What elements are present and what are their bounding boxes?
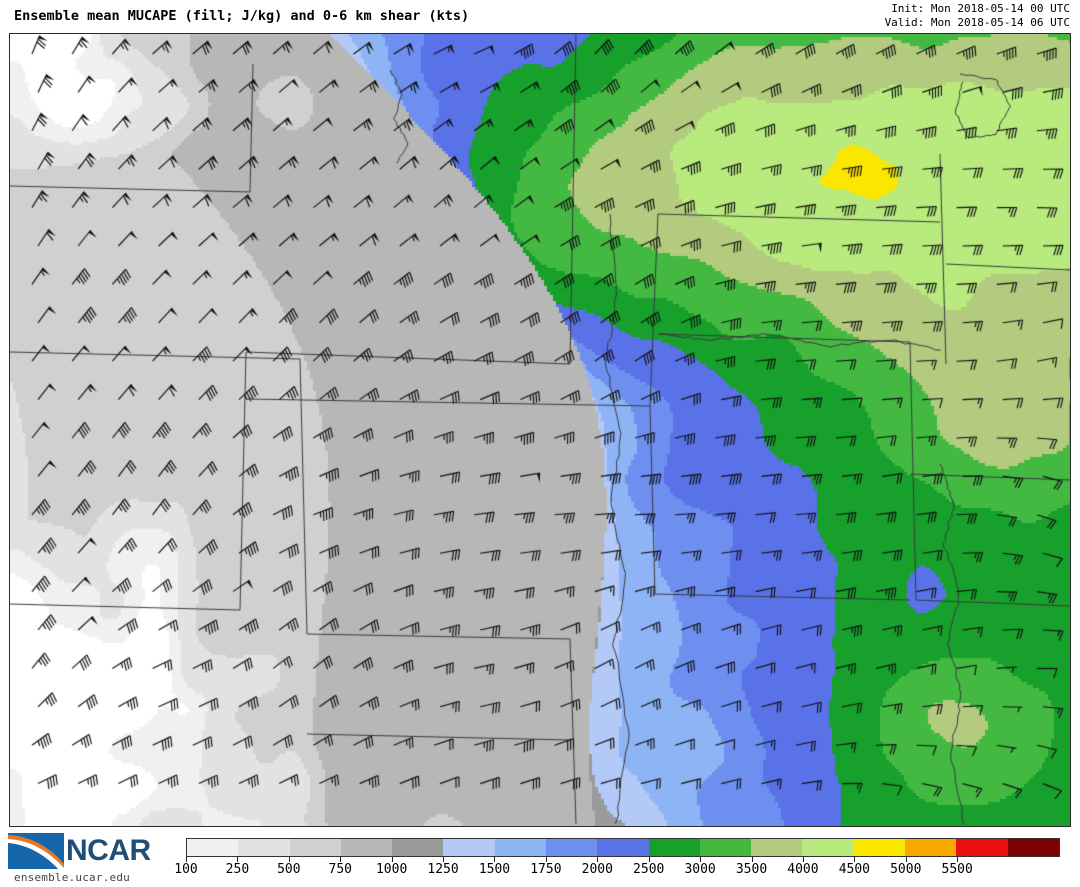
ncar-logo: NCAR ensemble.ucar.edu (8, 833, 168, 885)
colorbar-segment (853, 839, 905, 856)
colorbar-tick-label: 750 (328, 862, 352, 877)
colorbar-segment (545, 839, 598, 856)
footer-bar: NCAR ensemble.ucar.edu 100 250 500 750 1000 1… (0, 830, 1080, 887)
colorbar-segment (956, 839, 1008, 856)
colorbar-segment (443, 839, 495, 856)
colorbar-segment (751, 839, 803, 856)
colorbar-gradient (186, 838, 1060, 857)
colorbar-tick-label: 4500 (838, 862, 870, 877)
colorbar-segment (597, 839, 649, 856)
colorbar-tick (751, 857, 753, 862)
ncar-wordmark: NCAR (66, 834, 151, 867)
colorbar-segment (187, 839, 239, 856)
colorbar-tick-label: 1750 (530, 862, 562, 877)
colorbar-tick (905, 857, 907, 862)
colorbar-tick-label: 1000 (375, 862, 408, 877)
colorbar-tick (700, 857, 702, 862)
init-time: Init: Mon 2018-05-14 00 UTC (891, 2, 1070, 15)
ncar-url: ensemble.ucar.edu (14, 871, 130, 884)
page-title: Ensemble mean MUCAPE (fill; J/kg) and 0-… (14, 8, 470, 24)
colorbar-tick (597, 857, 599, 862)
colorbar-tick (186, 857, 187, 862)
colorbar-tick (443, 857, 445, 862)
timestamp-block: Init: Mon 2018-05-14 00 UTC Valid: Mon 2… (885, 2, 1070, 30)
ncar-logo-mark (8, 833, 64, 869)
colorbar-segment (392, 839, 444, 856)
colorbar-segment (904, 839, 957, 856)
colorbar-tick-label: 4000 (787, 862, 819, 877)
colorbar-tick-label: 1500 (478, 862, 511, 877)
colorbar-tick-label: 2500 (633, 862, 665, 877)
colorbar-tick (288, 857, 290, 862)
colorbar-segment (289, 839, 341, 856)
colorbar-tick-label: 100 (174, 862, 198, 877)
colorbar: 100 250 500 750 1000 1250 1500 1750 2000 2500 3000… (174, 838, 1060, 886)
valid-time: Valid: Mon 2018-05-14 06 UTC (884, 16, 1070, 29)
colorbar-segment (340, 839, 393, 856)
colorbar-tick-label: 250 (225, 862, 250, 877)
colorbar-tick-label: 2000 (581, 862, 613, 877)
mucape-shear-map[interactable] (10, 34, 1070, 826)
colorbar-tick-label: 5500 (941, 862, 973, 877)
colorbar-segment (1007, 839, 1059, 856)
colorbar-segment (494, 839, 546, 856)
header-bar: Ensemble mean MUCAPE (fill; J/kg) and 0-… (0, 0, 1080, 33)
colorbar-tick-label: 3500 (735, 862, 768, 877)
colorbar-tick (340, 857, 342, 862)
colorbar-tick (237, 857, 239, 862)
colorbar-ticks (186, 857, 1060, 863)
colorbar-tick (545, 857, 547, 862)
colorbar-tick-label: 5000 (890, 862, 922, 877)
colorbar-tick-label: 3000 (684, 862, 716, 877)
colorbar-tick-label: 500 (277, 862, 301, 877)
colorbar-segment (802, 839, 854, 856)
colorbar-tick (957, 857, 959, 862)
colorbar-tick (391, 857, 393, 862)
colorbar-tick (648, 857, 650, 862)
colorbar-tick (494, 857, 496, 862)
colorbar-tick-labels: 100 250 500 750 1000 1250 1500 1750 2000 2500 3000… (174, 862, 1060, 882)
colorbar-tick (802, 857, 804, 862)
colorbar-segment (648, 839, 700, 856)
colorbar-tick (854, 857, 856, 862)
map-panel[interactable] (9, 33, 1071, 827)
colorbar-segment (699, 839, 752, 856)
colorbar-tick-label: 1250 (427, 862, 459, 877)
colorbar-segment (238, 839, 290, 856)
